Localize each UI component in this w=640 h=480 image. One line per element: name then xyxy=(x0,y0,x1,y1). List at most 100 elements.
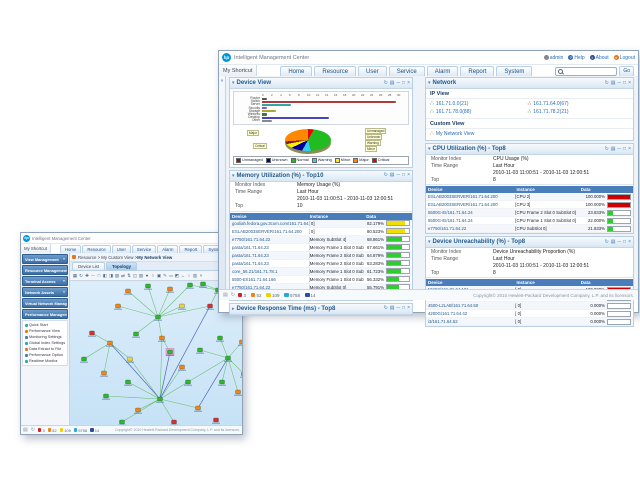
toolbar-icon[interactable]: ─ xyxy=(91,273,95,278)
topology-node[interactable] xyxy=(200,281,206,287)
toolbar-icon[interactable]: ◧ xyxy=(102,272,108,278)
device-cell[interactable]: ESLAB2003SERVER/161.71.64.200 xyxy=(428,202,498,207)
toolbar-icon[interactable]: ▭ xyxy=(168,272,174,278)
table-row[interactable]: core_56.21/161.71.78.1 [Memory Frame 1 Sl… xyxy=(230,267,412,276)
minimize-icon[interactable]: ─ xyxy=(396,172,401,178)
close-icon[interactable]: × xyxy=(628,145,631,152)
table-row[interactable]: 4500-L2LAB/161.71.64.50 [ 0] 0.000% xyxy=(426,302,633,310)
menu-user[interactable]: User xyxy=(111,245,131,253)
about-link[interactable]: i About xyxy=(589,54,609,61)
toolbar-icon[interactable]: ◩ xyxy=(174,272,180,278)
maximize-icon[interactable]: □ xyxy=(402,172,406,178)
toolbar-icon[interactable]: ▥ xyxy=(192,272,198,278)
device-cell[interactable]: ESLAB2003SERVER/161.71.64.200 xyxy=(428,194,498,199)
topology-node[interactable] xyxy=(167,286,173,292)
cpu-header[interactable]: ▾ CPU Utilization (%) - Top8 ↻ ▤ ─ □ × xyxy=(426,144,633,155)
toolbar-icon[interactable]: ↕ xyxy=(187,273,191,278)
alarm-count-info[interactable]: 14 xyxy=(305,293,316,298)
alarm-count-minor[interactable]: 109 xyxy=(59,428,71,433)
alarm-count-critical[interactable]: 3 xyxy=(37,428,45,433)
search-go-button[interactable]: Go xyxy=(619,65,634,77)
maximize-icon[interactable]: □ xyxy=(402,79,406,86)
topology-node[interactable] xyxy=(107,340,113,346)
user-menu[interactable]: admin xyxy=(543,55,563,61)
topology-node[interactable] xyxy=(103,393,109,399)
topology-node[interactable] xyxy=(125,288,131,294)
menu-home[interactable]: Home xyxy=(59,245,82,253)
device-cell[interactable]: 4200G/161.71.64.42 xyxy=(428,311,468,316)
topology-node[interactable] xyxy=(213,417,219,423)
menu-system[interactable]: System xyxy=(496,66,533,77)
menu-alarm[interactable]: Alarm xyxy=(426,66,459,77)
topology-node[interactable] xyxy=(239,339,243,345)
network-header[interactable]: ▾ Network ↻ ▤ ─ □ × xyxy=(426,78,633,89)
sidebar-item-view-management[interactable]: View Management » xyxy=(22,254,68,264)
minimize-icon[interactable]: ─ xyxy=(617,79,622,86)
topology-node[interactable] xyxy=(217,335,223,341)
collapse-sidebar-strip[interactable]: « xyxy=(219,76,226,290)
refresh-icon[interactable]: ↻ xyxy=(604,145,609,152)
topology-node[interactable] xyxy=(197,347,203,353)
topology-node[interactable] xyxy=(157,396,163,402)
ip-view-link[interactable]: ∴ 161.71.78.2(21) xyxy=(527,108,624,116)
menu-alarm[interactable]: Alarm xyxy=(157,245,179,253)
device-cell[interactable]: e7750/161.71.64.22 xyxy=(232,284,271,290)
device-cell[interactable]: core_56.21/161.71.78.1 xyxy=(232,268,278,274)
table-row[interactable]: ESLAB2003SERVER/161.71.64.200 [ 0] 80.523% xyxy=(230,228,412,236)
refresh-icon[interactable]: ↻ xyxy=(30,427,35,433)
history-icon[interactable]: ▤ xyxy=(223,292,228,298)
toolbar-icon[interactable]: ⇅ xyxy=(127,272,131,278)
close-icon[interactable]: × xyxy=(407,172,410,178)
alarm-count-minor[interactable]: 109 xyxy=(266,293,279,298)
device-cell[interactable]: 5500G-EI/161.71.64.24 xyxy=(428,210,473,215)
tree-item-monitoring-settings[interactable]: Monitoring Settings xyxy=(23,334,67,340)
maximize-icon[interactable]: □ xyxy=(623,79,627,86)
topology-node[interactable] xyxy=(119,419,125,425)
maximize-icon[interactable]: □ xyxy=(402,305,406,311)
topology-node[interactable] xyxy=(81,356,87,362)
device-cell[interactable]: 4500-L2LAB/161.71.64.50 xyxy=(428,303,479,308)
toolbar-icon[interactable]: □ xyxy=(97,273,101,278)
topology-node[interactable] xyxy=(179,364,185,370)
table-row[interactable]: pasta/161.71.64.23 [Memory Frame 1 Slot 0… xyxy=(230,244,412,252)
tree-item-global-index-settings[interactable]: Global Index Settings xyxy=(23,340,67,346)
device-cell[interactable]: i3/161.71.64.52 xyxy=(428,319,458,324)
menu-resource[interactable]: Resource xyxy=(314,66,357,77)
tree-item-realtime-monitor[interactable]: Realtime Monitor xyxy=(23,358,67,364)
table-row[interactable]: 5500G-EI/161.71.64.24 [CPU Frame 1 Slot 0… xyxy=(426,217,633,225)
device-cell[interactable]: ESLAB2003SERVER/161.71.64.200 xyxy=(232,228,302,234)
alarm-count-warning[interactable]: 5758 xyxy=(73,428,87,433)
topology-node[interactable] xyxy=(125,379,131,385)
topology-node[interactable] xyxy=(127,356,133,362)
my-shortcut-button[interactable]: My Shortcut xyxy=(219,65,258,77)
toolbar-icon[interactable]: ○ xyxy=(151,273,155,278)
settings-icon[interactable]: ▤ xyxy=(389,305,395,311)
ip-view-link[interactable]: ∴ 161.71.64.0(67) xyxy=(527,100,624,108)
alarm-count-info[interactable]: 14 xyxy=(90,428,99,433)
settings-icon[interactable]: ▤ xyxy=(389,79,395,86)
alarm-count-major[interactable]: 52 xyxy=(250,293,261,298)
table-row[interactable]: 4200G/161.71.64.42 [ 0] 0.000% xyxy=(426,310,633,318)
refresh-icon[interactable]: ↻ xyxy=(383,79,388,86)
toolbar-icon[interactable]: ◨ xyxy=(108,272,114,278)
refresh-icon[interactable]: ↻ xyxy=(604,238,609,245)
topology-node[interactable] xyxy=(171,419,177,425)
toolbar-icon[interactable]: ↔ xyxy=(180,273,186,278)
close-icon[interactable]: × xyxy=(407,305,410,311)
refresh-icon[interactable]: ↻ xyxy=(230,292,235,298)
close-icon[interactable]: × xyxy=(407,79,410,86)
toolbar-icon[interactable]: ▦ xyxy=(72,272,78,278)
table-row[interactable]: ESLAB2003SERVER/161.71.64.200 [CPU 3] 100.… xyxy=(426,201,633,209)
toolbar-icon[interactable]: ▨ xyxy=(138,272,144,278)
toolbar-icon[interactable]: × xyxy=(199,273,203,278)
memory-header[interactable]: ▾ Memory Utilization (%) - Top10 ↻ ▤ ─ □ × xyxy=(230,170,412,182)
close-icon[interactable]: × xyxy=(628,79,631,86)
minimize-icon[interactable]: ─ xyxy=(617,238,622,245)
toolbar-icon[interactable]: ◫ xyxy=(132,272,138,278)
tree-item-performance-view[interactable]: Performance View xyxy=(23,328,67,334)
toolbar-icon[interactable]: ✎ xyxy=(163,272,167,278)
topology-node[interactable] xyxy=(195,405,201,411)
settings-icon[interactable]: ▤ xyxy=(389,172,395,178)
topology-node[interactable] xyxy=(235,389,241,395)
table-row[interactable]: pasta/161.71.64.23 [Memory Frame 2 Slot 0… xyxy=(230,260,412,268)
